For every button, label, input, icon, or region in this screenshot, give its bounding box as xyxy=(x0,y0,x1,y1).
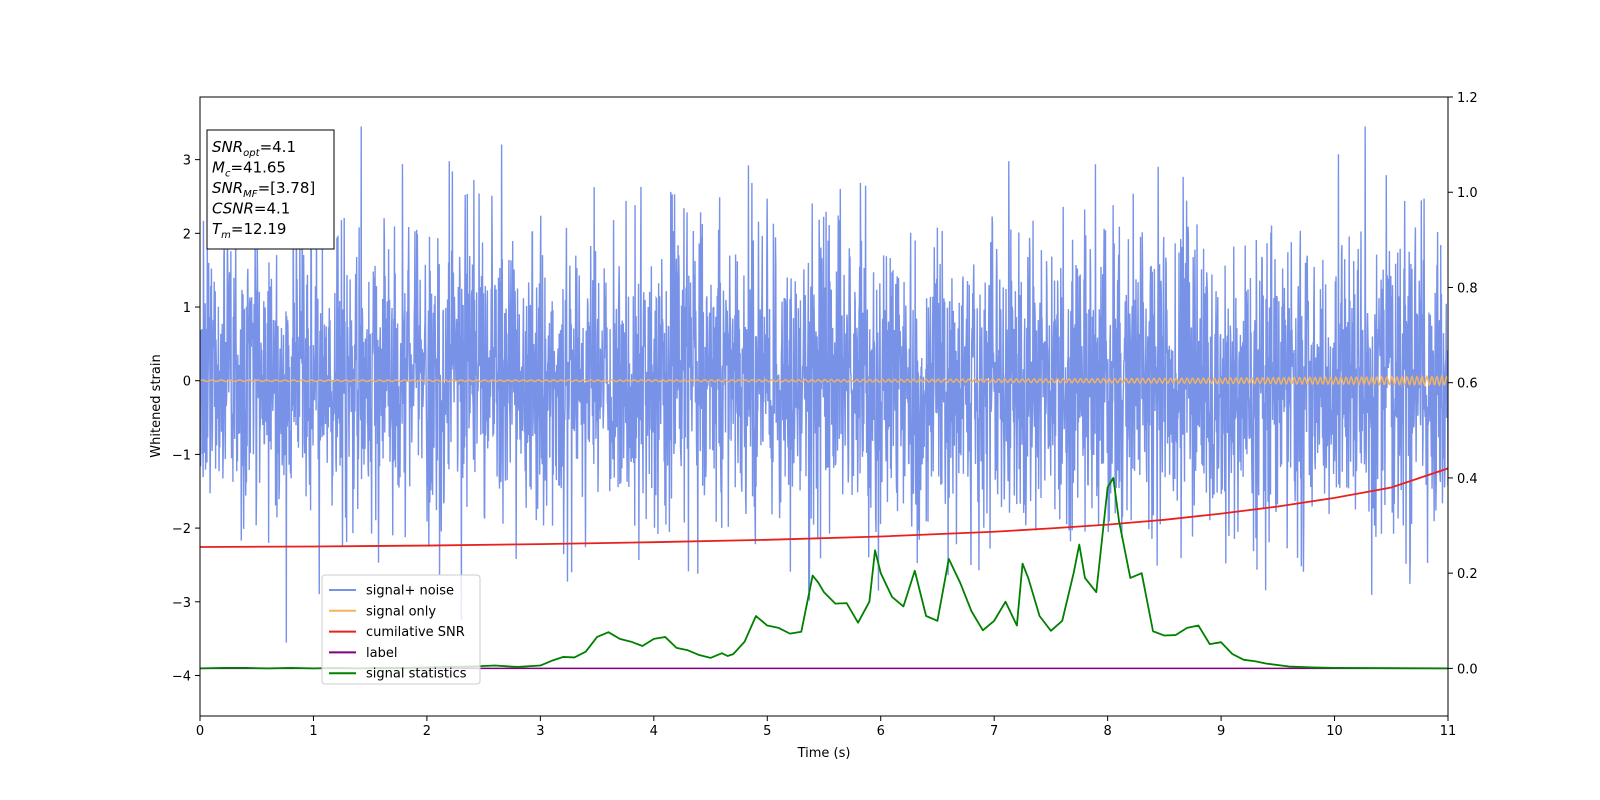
y-left-tick-label: −2 xyxy=(172,522,191,537)
x-tick-label: 5 xyxy=(763,724,771,739)
x-tick-label: 9 xyxy=(1217,724,1225,739)
x-tick-label: 3 xyxy=(536,724,544,739)
x-tick-label: 0 xyxy=(196,724,204,739)
x-tick-label: 8 xyxy=(1103,724,1111,739)
y-left-tick-label: 0 xyxy=(183,375,191,390)
y-left-tick-label: 2 xyxy=(183,227,191,242)
annotation-line: CSNR=4.1 xyxy=(212,200,290,218)
x-tick-label: 11 xyxy=(1440,724,1457,739)
y-right-tick-label: 1.2 xyxy=(1457,91,1478,106)
y-left-tick-label: −3 xyxy=(172,596,191,611)
x-tick-label: 1 xyxy=(309,724,317,739)
y-left-tick-label: −4 xyxy=(172,669,191,684)
legend-entry-label: signal+ noise xyxy=(366,584,454,599)
x-tick-label: 7 xyxy=(990,724,998,739)
y-left-tick-label: 1 xyxy=(183,301,191,316)
legend-entry-label: signal statistics xyxy=(366,667,467,682)
y-axis-left: −4 −3 −2 −1 0 1 2 3 xyxy=(172,154,200,684)
y-right-tick-label: 0.2 xyxy=(1457,567,1478,582)
x-tick-label: 6 xyxy=(877,724,885,739)
series-signal-only-line xyxy=(200,374,1448,387)
y-left-tick-label: 3 xyxy=(183,154,191,169)
x-tick-label: 2 xyxy=(423,724,431,739)
legend-entry-label: signal only xyxy=(366,604,436,619)
series-signal-statistics-line xyxy=(200,477,1448,670)
y-right-tick-label: 0.0 xyxy=(1457,662,1478,677)
legend-entry-label: cumilative SNR xyxy=(366,625,465,640)
x-tick-label: 10 xyxy=(1326,724,1343,739)
y-left-tick-label: −1 xyxy=(172,448,191,463)
annotation-line: SNRMF=[3.78] xyxy=(212,179,315,200)
y-right-tick-label: 1.0 xyxy=(1457,186,1478,201)
legend-entry-label: label xyxy=(366,646,397,661)
x-axis: 0 1 2 3 4 5 6 7 8 9 10 11 xyxy=(196,716,1456,739)
legend-frame xyxy=(321,574,481,685)
series-signal-noise-line xyxy=(200,126,1448,643)
y-right-tick-label: 0.4 xyxy=(1457,472,1478,487)
legend: signal+ noise signal only cumilative SNR la… xyxy=(321,574,481,685)
y-axis-label: Whitened strain xyxy=(149,354,164,457)
plot-border xyxy=(199,96,1449,717)
annotation-frame xyxy=(206,129,335,250)
series-cumulative-snr-line xyxy=(200,467,1448,548)
y-right-tick-label: 0.8 xyxy=(1457,281,1478,296)
x-tick-label: 4 xyxy=(650,724,658,739)
x-axis-label: Time (s) xyxy=(797,746,851,761)
annotation-line: Tm=12.19 xyxy=(212,220,286,241)
annotation-line: SNRopt=4.1 xyxy=(212,138,296,159)
y-right-tick-label: 0.6 xyxy=(1457,377,1478,392)
y-axis-right: 0.0 0.2 0.4 0.6 0.8 1.0 1.2 xyxy=(1448,91,1478,677)
annotation-line: Mc=41.65 xyxy=(212,159,286,180)
